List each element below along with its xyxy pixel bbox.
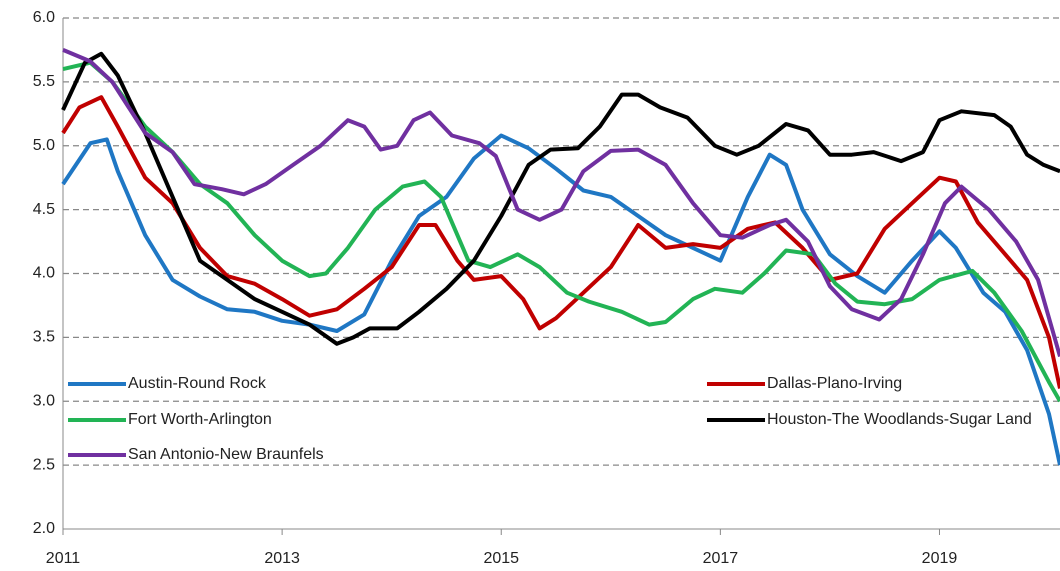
y-tick-label: 2.5 <box>33 456 55 473</box>
legend-label: San Antonio-New Braunfels <box>128 446 324 463</box>
legend-label: Dallas-Plano-Irving <box>767 375 902 392</box>
y-tick-label: 2.0 <box>33 520 55 537</box>
y-tick-label: 3.0 <box>33 392 55 409</box>
x-tick-label: 2011 <box>46 550 81 567</box>
series-line <box>62 60 1060 403</box>
legend-label: Houston-The Woodlands-Sugar Land <box>767 411 1032 428</box>
y-tick-label: 4.0 <box>33 265 55 282</box>
legend-label: Fort Worth-Arlington <box>128 411 272 428</box>
y-tick-label: 4.5 <box>33 201 55 218</box>
x-tick-label: 2017 <box>703 550 739 567</box>
y-tick-label: 5.0 <box>33 137 55 154</box>
series-line <box>61 51 1060 346</box>
series-line <box>61 133 1060 466</box>
x-tick-label: 2015 <box>483 550 519 567</box>
series-line <box>62 48 1060 358</box>
legend-label: Austin-Round Rock <box>128 375 267 392</box>
y-tick-label: 3.5 <box>33 329 55 346</box>
x-tick-label: 2019 <box>922 550 958 567</box>
y-tick-label: 6.0 <box>33 9 55 26</box>
x-tick-label: 2013 <box>264 550 300 567</box>
series-line <box>61 95 1060 389</box>
y-tick-label: 5.5 <box>33 73 55 90</box>
